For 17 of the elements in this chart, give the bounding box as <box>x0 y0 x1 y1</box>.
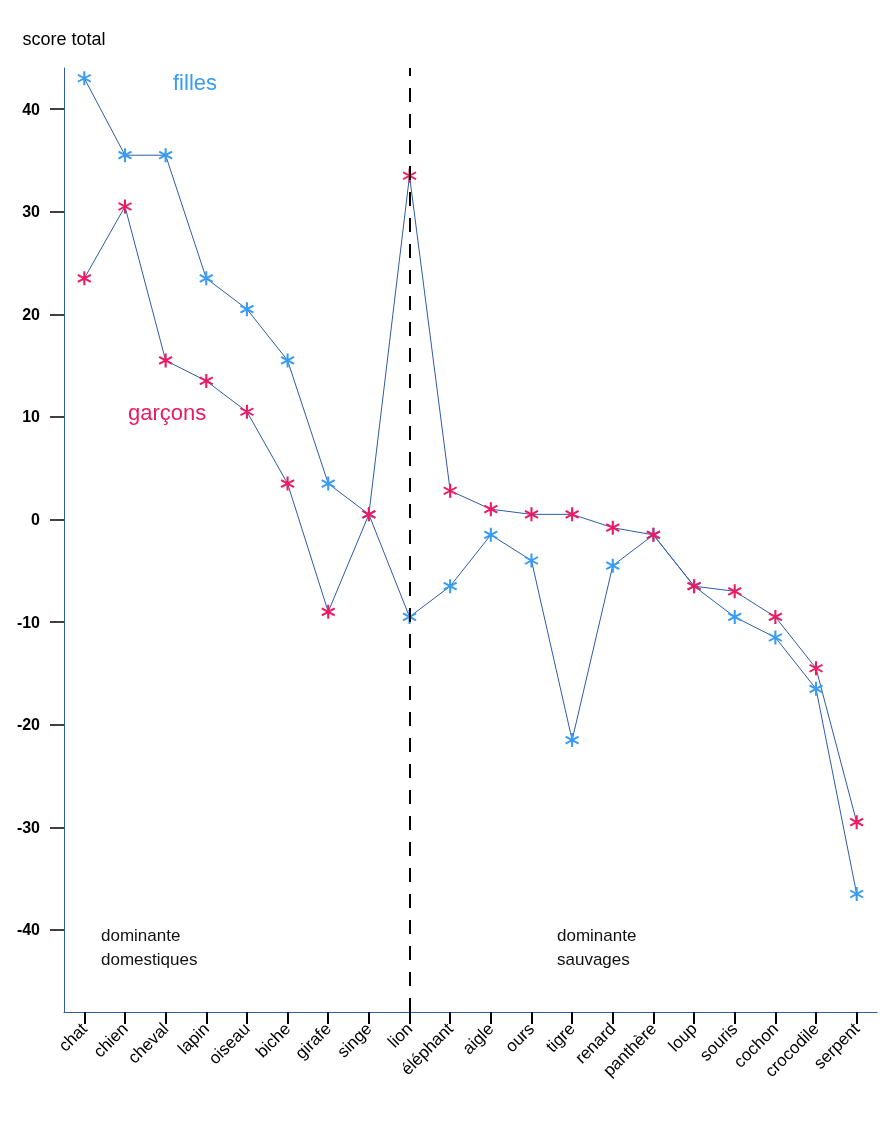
y-tick-label: 20 <box>22 305 41 323</box>
text: filles <box>173 69 218 95</box>
x-tick-label: ours <box>501 1019 539 1057</box>
series-label: garçons <box>128 399 207 425</box>
y-tick-label: -10 <box>16 613 41 631</box>
annotation: dominante domestiques <box>101 925 198 969</box>
y-tick-label: -30 <box>16 818 41 836</box>
x-tick-label: loup <box>664 1019 701 1056</box>
y-tick-label: 0 <box>31 510 41 528</box>
y-tick-label: -20 <box>16 716 41 734</box>
y-axis-title: score total <box>22 29 106 49</box>
x-tick-label: chat <box>54 1019 92 1056</box>
y-tick-label: 40 <box>22 100 41 118</box>
annotation: dominante sauvages <box>557 925 637 969</box>
y-tick-label: -40 <box>16 921 41 939</box>
y-tick-label: 30 <box>22 203 41 221</box>
y-tick-label: 10 <box>22 408 41 426</box>
